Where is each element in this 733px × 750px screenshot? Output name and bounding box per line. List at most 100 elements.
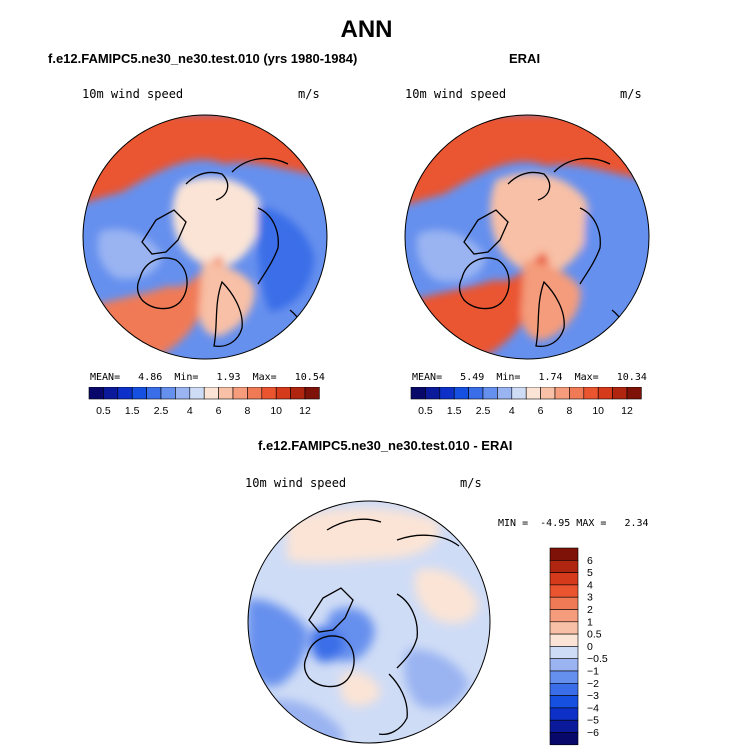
cb1-cell-3	[131, 387, 147, 400]
cb1-tick-label: 0.5	[96, 405, 111, 417]
panel3-field-negative-west	[248, 599, 308, 687]
panel3-field-positive-atlantic	[340, 672, 381, 707]
panel1-title: f.e12.FAMIPC5.ne30_ne30.test.010 (yrs 19…	[48, 51, 358, 66]
cb2-cell-8	[525, 387, 541, 400]
panel1-units-label: m/s	[298, 87, 320, 101]
cb2-cell-11	[569, 387, 585, 400]
panel2-coastlines	[458, 157, 631, 348]
cb3-tick-label: −1	[587, 666, 599, 678]
cb2-cell-9	[540, 387, 556, 400]
panel1-field-siberia-low	[257, 206, 314, 312]
cb3-tick-label: −2	[587, 678, 599, 690]
cb3-tick-label: −0.5	[587, 653, 608, 665]
cb3-cell-12	[549, 695, 579, 709]
cb2-cell-2	[439, 387, 455, 400]
cb2-tick-label: 8	[566, 405, 572, 417]
cb3-cell-8	[549, 646, 579, 660]
cb3-tick-label: 2	[587, 604, 593, 616]
cb1-cell-2	[117, 387, 133, 400]
panel3-field-positive-pacific	[287, 507, 440, 563]
panel3-coastlines	[303, 518, 460, 736]
panel3-map-border	[247, 500, 491, 744]
panel1-field-nordic	[198, 260, 255, 337]
cb2-tick-label: 12	[621, 405, 633, 417]
cb3-cell-5	[549, 609, 579, 623]
panel2-field-nordic	[520, 260, 581, 341]
cb1-cell-0	[88, 387, 104, 400]
cb1-cell-12	[261, 387, 277, 400]
panel2-variable-label: 10m wind speed	[405, 87, 507, 101]
cb3-tick-label: −3	[587, 690, 599, 702]
cb2-cell-12	[583, 387, 599, 400]
panel1-field-arctic-calm	[172, 177, 261, 267]
cb3-cell-10	[549, 670, 579, 684]
cb1-cell-8	[203, 387, 219, 400]
panel2-colorbar: 0.5 1.5 2.5 4 6 8 10 12	[410, 387, 642, 417]
cb1-tick-label: 12	[299, 405, 311, 417]
cb3-cell-4	[549, 596, 579, 610]
panel3-min-label: MIN =	[498, 518, 529, 529]
panel2-min-value: 1.74	[538, 372, 563, 383]
cb2-tick-label: 4	[509, 405, 515, 417]
cb1-tick-label: 1.5	[125, 405, 140, 417]
panel3-variable-label: 10m wind speed	[245, 476, 347, 490]
panel3-units-label: m/s	[460, 476, 482, 490]
cb2-cell-10	[554, 387, 570, 400]
panel3-max-label: MAX =	[576, 518, 607, 529]
cb2-tick-label: 1.5	[447, 405, 462, 417]
cb2-cell-14	[612, 387, 628, 400]
cb3-cell-7	[549, 633, 579, 647]
panel1-min-value: 1.93	[216, 372, 241, 383]
panel2-polar-map	[404, 114, 650, 360]
cb1-cell-4	[146, 387, 162, 400]
panel3-field-positive-east	[414, 568, 479, 624]
panel1-map-border	[82, 114, 328, 360]
cb1-cell-13	[275, 387, 291, 400]
cb1-tick-label: 6	[216, 405, 222, 417]
cb2-tick-label: 2.5	[476, 405, 491, 417]
panel2-max-value: 10.34	[616, 372, 647, 383]
cb1-cell-6	[175, 387, 191, 400]
panel1-colorbar: 0.5 1.5 2.5 4 6 8 10 12	[88, 387, 320, 417]
panel1-mean-label: MEAN=	[90, 372, 121, 383]
cb3-tick-label: 0.5	[587, 629, 602, 641]
cb2-cell-0	[410, 387, 426, 400]
cb2-tick-label: 10	[592, 405, 604, 417]
panel1-max-value: 10.54	[294, 372, 325, 383]
panel1-polar-map	[82, 114, 328, 360]
cb3-tick-label: 3	[587, 592, 593, 604]
cb2-cell-15	[626, 387, 642, 400]
panel3-max-value: 2.34	[624, 518, 649, 529]
panel2-title: ERAI	[509, 51, 541, 66]
panel2-units-label: m/s	[620, 87, 642, 101]
panel3-min-value: -4.95	[540, 518, 571, 529]
cb3-cell-3	[549, 584, 579, 598]
panel3-stats: MIN = -4.95 MAX = 2.34	[498, 518, 649, 529]
cb2-cell-1	[425, 387, 441, 400]
panel2-mean-label: MEAN=	[412, 372, 443, 383]
panel1-variable-label: 10m wind speed	[82, 87, 184, 101]
cb3-tick-label: −6	[587, 727, 599, 739]
cb3-cell-6	[549, 621, 579, 635]
panel3-field-negative-siberia	[404, 649, 469, 709]
main-title: ANN	[340, 16, 393, 43]
cb1-cell-5	[160, 387, 176, 400]
cb3-cell-0	[549, 547, 579, 561]
panel2-field-siberia-low	[584, 210, 636, 314]
cb3-tick-label: −5	[587, 715, 599, 727]
cb2-cell-5	[482, 387, 498, 400]
cb1-cell-1	[103, 387, 119, 400]
panel2-max-label: Max=	[574, 372, 599, 383]
cb2-cell-7	[511, 387, 527, 400]
cb1-cell-10	[232, 387, 248, 400]
cb3-tick-label: 5	[587, 567, 593, 579]
panel2-map-border	[404, 114, 650, 360]
panel2-stats: MEAN= 5.49 Min= 1.74 Max= 10.34	[412, 372, 647, 383]
cb1-tick-label: 8	[244, 405, 250, 417]
panel1-stats: MEAN= 4.86 Min= 1.93 Max= 10.54	[90, 372, 325, 383]
panel1-max-label: Max=	[252, 372, 277, 383]
cb3-cell-1	[549, 560, 579, 573]
cb1-cell-9	[218, 387, 234, 400]
cb1-cell-14	[290, 387, 306, 400]
